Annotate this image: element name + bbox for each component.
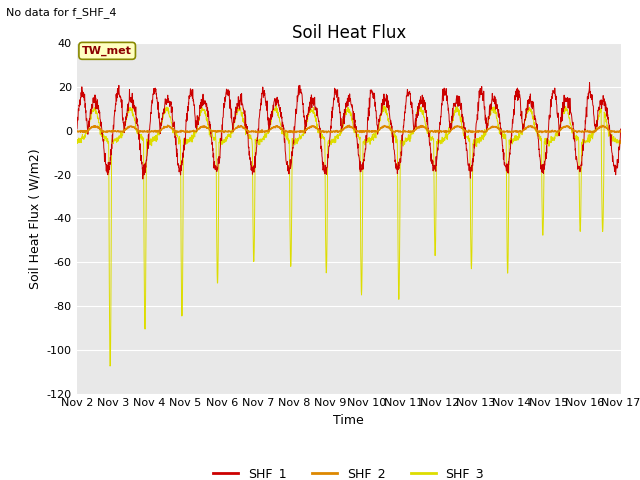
Y-axis label: Soil Heat Flux ( W/m2): Soil Heat Flux ( W/m2): [28, 148, 41, 288]
X-axis label: Time: Time: [333, 414, 364, 427]
Text: TW_met: TW_met: [82, 46, 132, 56]
Title: Soil Heat Flux: Soil Heat Flux: [292, 24, 406, 42]
Legend: SHF_1, SHF_2, SHF_3: SHF_1, SHF_2, SHF_3: [209, 462, 489, 480]
Text: No data for f_SHF_4: No data for f_SHF_4: [6, 7, 117, 18]
